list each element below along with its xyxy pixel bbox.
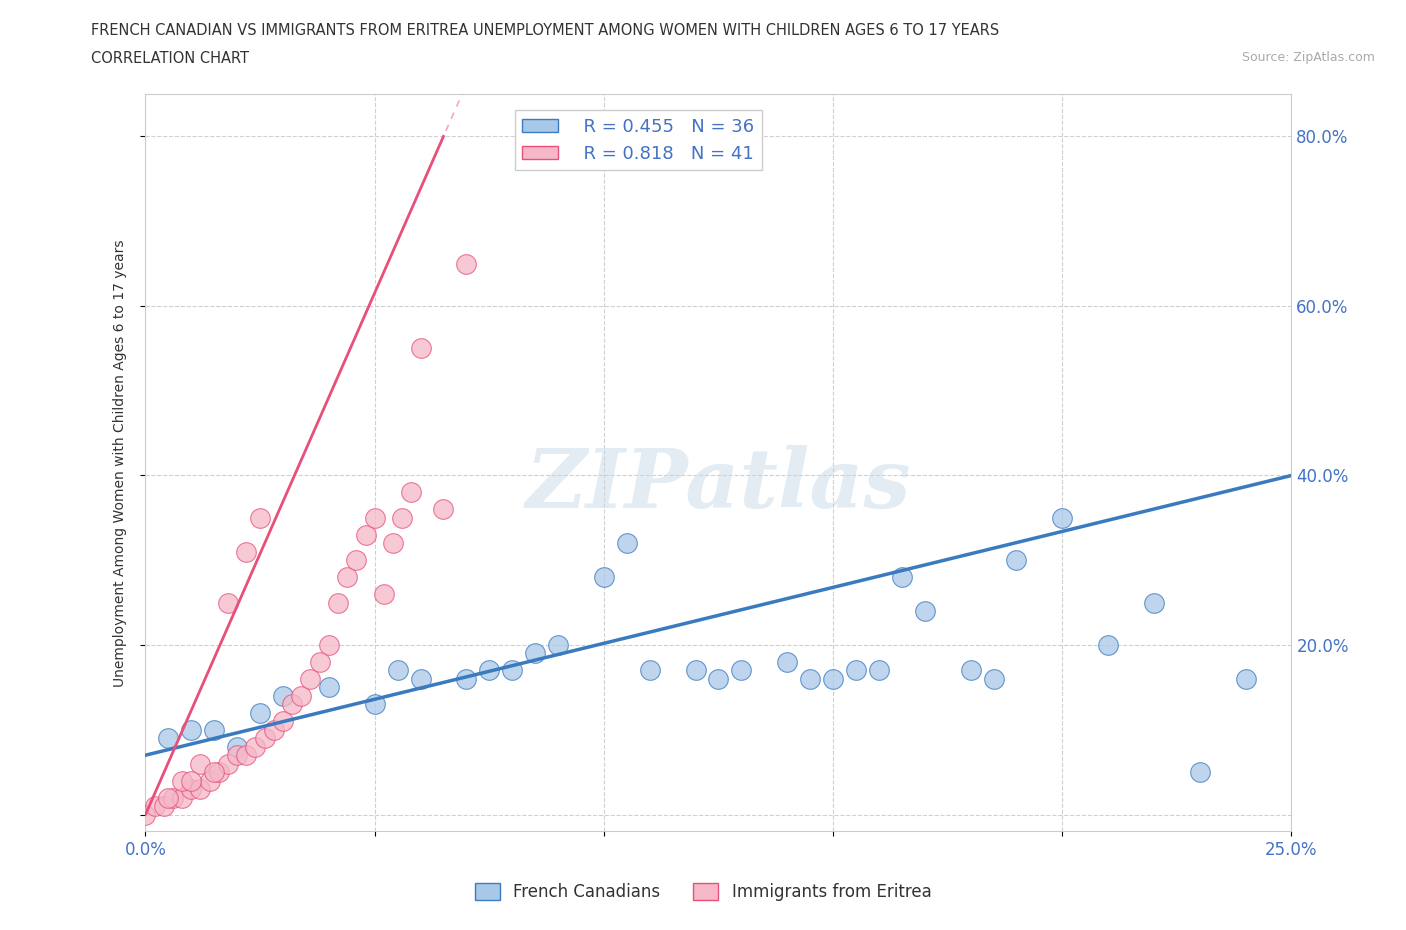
Point xyxy=(1234,671,1257,686)
Point xyxy=(914,604,936,618)
Point xyxy=(245,739,267,754)
Point xyxy=(456,256,478,271)
Point xyxy=(592,570,614,585)
Legend:   R = 0.455   N = 36,   R = 0.818   N = 41: R = 0.455 N = 36, R = 0.818 N = 41 xyxy=(515,111,762,170)
Point xyxy=(198,773,221,788)
Point xyxy=(456,671,478,686)
Point xyxy=(501,663,523,678)
Point xyxy=(845,663,868,678)
Point xyxy=(776,655,799,670)
Point xyxy=(1188,764,1211,779)
Point xyxy=(354,527,377,542)
Point xyxy=(318,638,340,653)
Point xyxy=(478,663,501,678)
Point xyxy=(208,764,231,779)
Point xyxy=(363,511,385,525)
Point xyxy=(281,697,304,711)
Point xyxy=(172,773,194,788)
Point xyxy=(959,663,981,678)
Point xyxy=(336,570,359,585)
Text: Source: ZipAtlas.com: Source: ZipAtlas.com xyxy=(1241,51,1375,64)
Point xyxy=(299,671,322,686)
Point xyxy=(638,663,661,678)
Y-axis label: Unemployment Among Women with Children Ages 6 to 17 years: Unemployment Among Women with Children A… xyxy=(114,239,128,686)
Point xyxy=(143,799,166,814)
Point xyxy=(235,748,257,763)
Point xyxy=(823,671,845,686)
Legend: French Canadians, Immigrants from Eritrea: French Canadians, Immigrants from Eritre… xyxy=(468,876,938,908)
Point xyxy=(271,688,294,703)
Point xyxy=(382,536,405,551)
Point xyxy=(172,790,194,805)
Point xyxy=(616,536,638,551)
Text: ZIPatlas: ZIPatlas xyxy=(526,445,911,525)
Point xyxy=(685,663,707,678)
Point xyxy=(1052,511,1074,525)
Point xyxy=(409,671,432,686)
Point xyxy=(308,655,330,670)
Point xyxy=(263,723,285,737)
Point xyxy=(226,739,249,754)
Point xyxy=(890,570,912,585)
Point xyxy=(190,756,212,771)
Point xyxy=(157,790,180,805)
Point xyxy=(1005,552,1028,567)
Point xyxy=(344,552,367,567)
Point xyxy=(983,671,1005,686)
Point xyxy=(249,511,271,525)
Point xyxy=(253,731,276,746)
Point xyxy=(326,595,349,610)
Point xyxy=(190,781,212,796)
Point xyxy=(799,671,821,686)
Point xyxy=(1097,638,1119,653)
Point xyxy=(707,671,730,686)
Point xyxy=(180,781,202,796)
Point xyxy=(235,544,257,559)
Point xyxy=(202,723,225,737)
Point xyxy=(363,697,385,711)
Point xyxy=(409,341,432,356)
Point xyxy=(217,595,239,610)
Point xyxy=(524,646,547,661)
Point xyxy=(226,748,249,763)
Point xyxy=(180,723,202,737)
Point xyxy=(401,485,423,499)
Point xyxy=(162,790,184,805)
Point xyxy=(134,807,156,822)
Point xyxy=(153,799,176,814)
Point xyxy=(730,663,752,678)
Point xyxy=(373,587,395,602)
Point xyxy=(868,663,890,678)
Point xyxy=(432,502,454,517)
Point xyxy=(290,688,312,703)
Point xyxy=(318,680,340,695)
Point xyxy=(1143,595,1166,610)
Point xyxy=(249,705,271,720)
Point xyxy=(387,663,409,678)
Point xyxy=(547,638,569,653)
Point xyxy=(217,756,239,771)
Point xyxy=(180,773,202,788)
Text: FRENCH CANADIAN VS IMMIGRANTS FROM ERITREA UNEMPLOYMENT AMONG WOMEN WITH CHILDRE: FRENCH CANADIAN VS IMMIGRANTS FROM ERITR… xyxy=(91,23,1000,38)
Point xyxy=(271,714,294,729)
Point xyxy=(391,511,413,525)
Point xyxy=(157,731,180,746)
Point xyxy=(202,764,225,779)
Text: CORRELATION CHART: CORRELATION CHART xyxy=(91,51,249,66)
